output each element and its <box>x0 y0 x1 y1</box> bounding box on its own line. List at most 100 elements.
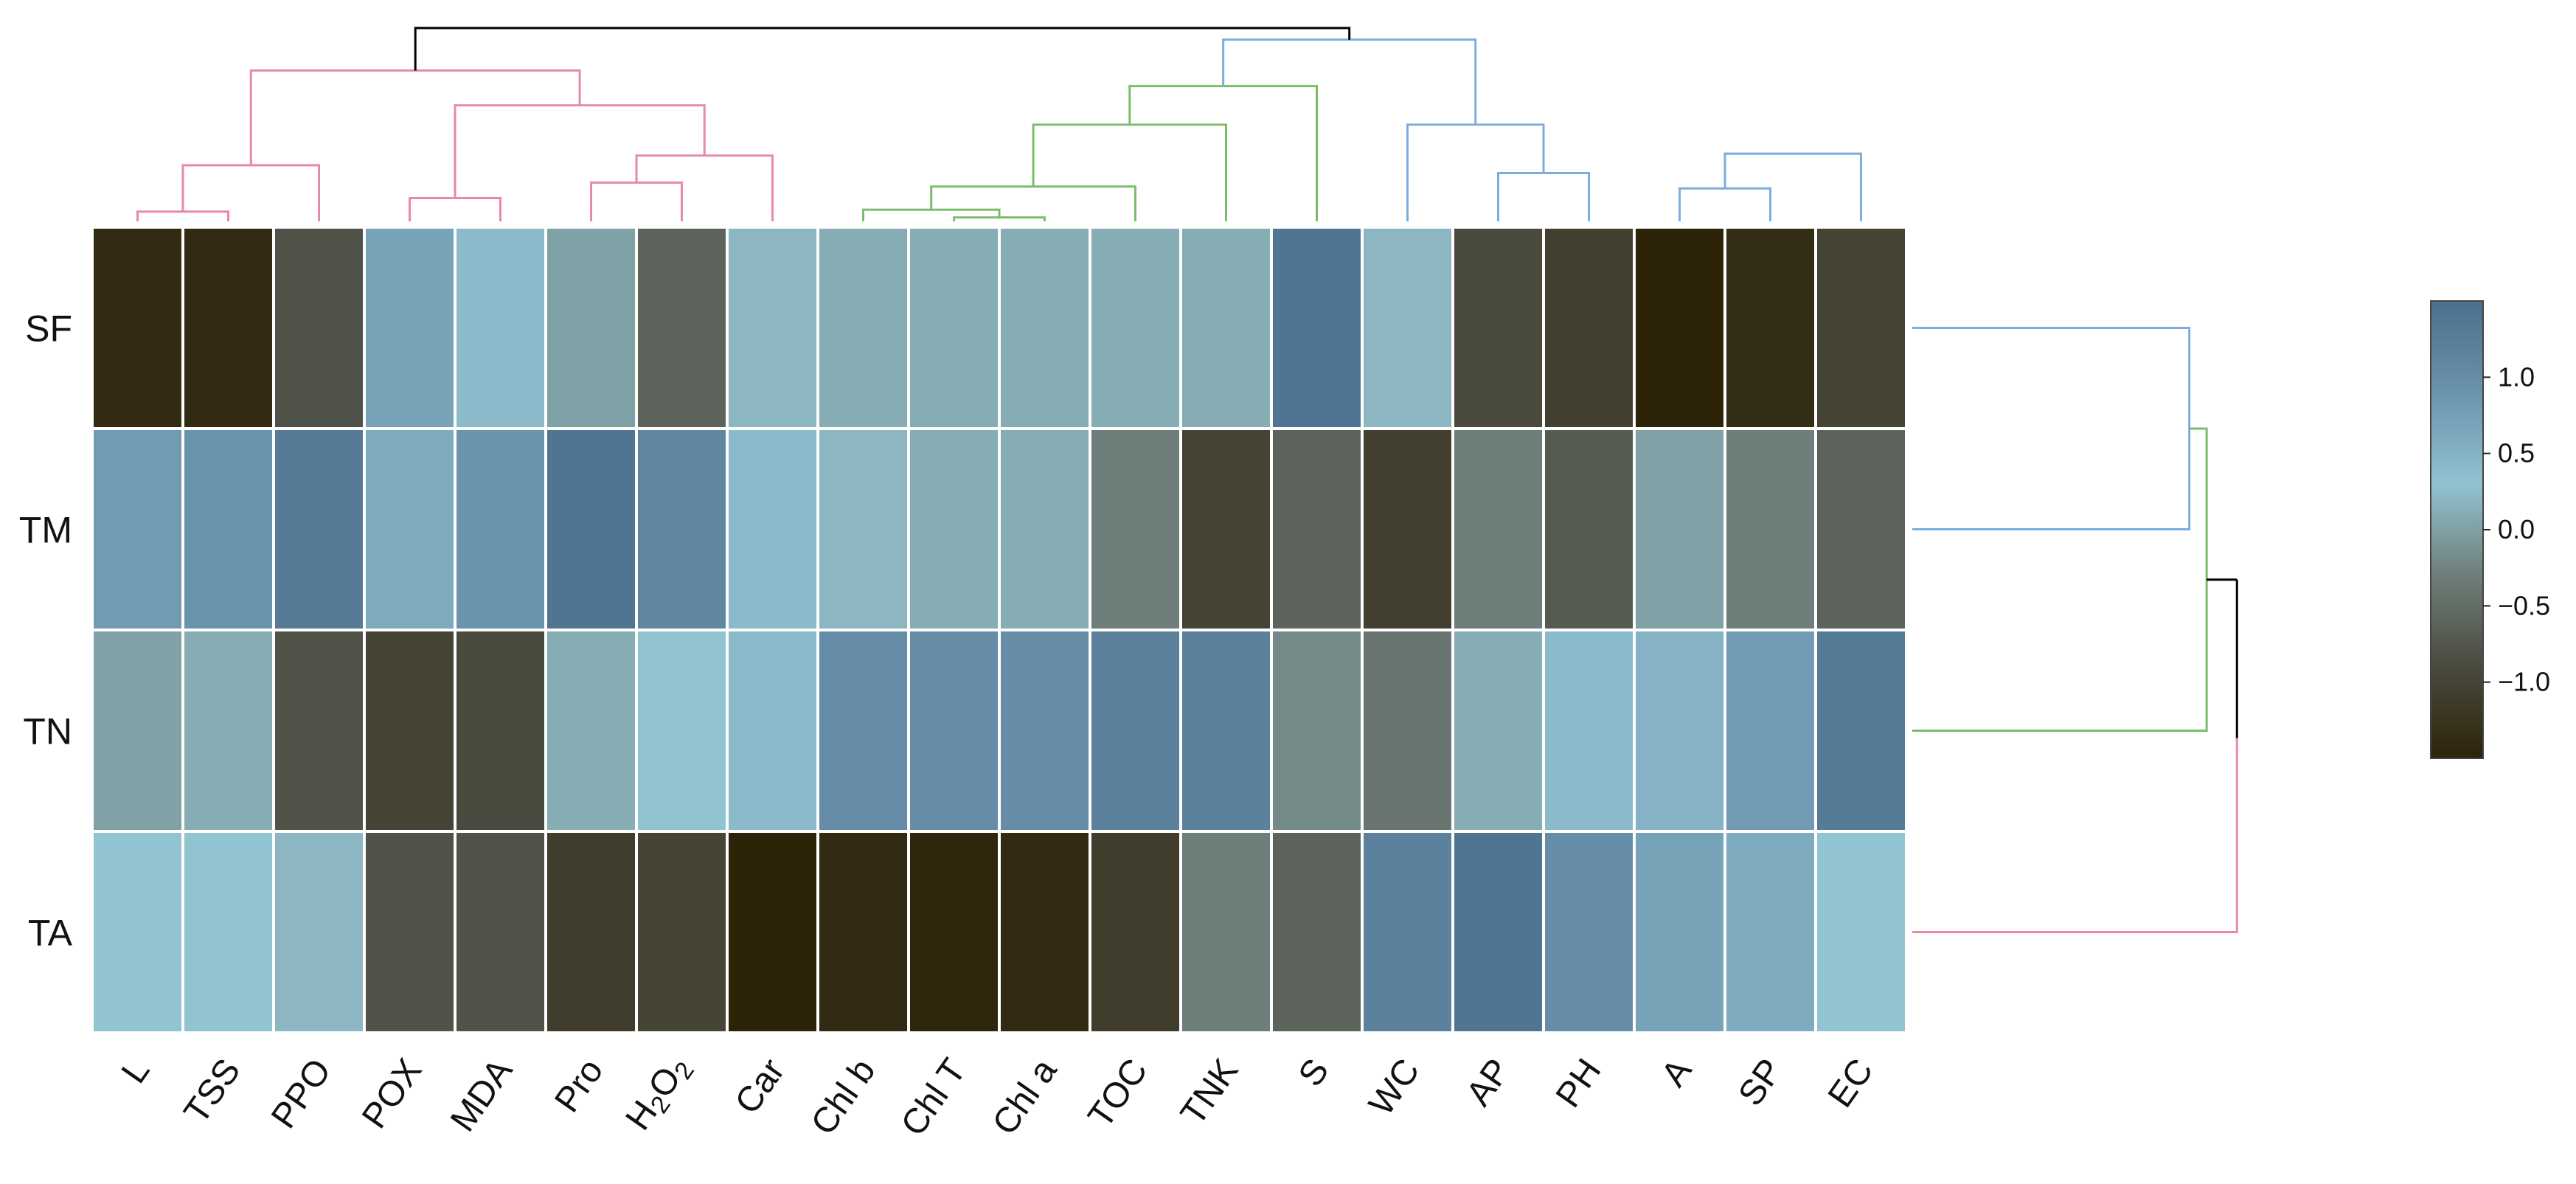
column-dendrogram-link-8 <box>181 164 320 221</box>
column-dendrogram-link-9 <box>635 154 774 221</box>
heatmap-cell-ta-wc <box>1361 830 1454 1034</box>
heatmap-cell-tm-ec <box>1814 427 1908 631</box>
column-label-ec: EC <box>1821 1052 1881 1115</box>
column-dendrogram-link-15 <box>1128 85 1318 221</box>
heatmap-cell-tm-mda <box>454 427 547 631</box>
heatmap-grid <box>91 226 1908 1034</box>
heatmap-cell-tm-h2o2 <box>635 427 729 631</box>
column-label-wc: WC <box>1361 1052 1427 1123</box>
column-label-h2o2: H2O2 <box>619 1048 701 1139</box>
row-dendrogram-link-2 <box>1912 427 2208 732</box>
column-dendrogram-link-5 <box>862 208 1001 221</box>
heatmap-cell-tn-h2o2 <box>635 629 729 833</box>
column-label-s: S <box>1291 1052 1337 1094</box>
column-dendrogram-link-12 <box>454 104 706 198</box>
heatmap-cell-tn-ppo <box>272 629 366 833</box>
heatmap-cell-ta-pro <box>544 830 638 1034</box>
heatmap-cell-ta-tss <box>181 830 275 1034</box>
row-labels: SF TM TN TA <box>19 308 73 954</box>
heatmap-cell-tm-ppo <box>272 427 366 631</box>
heatmap-cell-tn-wc <box>1361 629 1454 833</box>
column-label-chl-a: Chl a <box>985 1052 1065 1142</box>
colorbar-tick-label: 0.5 <box>2498 438 2535 468</box>
heatmap-cell-ta-ap <box>1451 830 1545 1034</box>
column-label-tnk: TNK <box>1173 1052 1246 1132</box>
row-label-ta: TA <box>28 913 73 954</box>
heatmap-cell-tm-pox <box>363 427 456 631</box>
heatmap-cell-sf-l <box>91 226 184 430</box>
column-dendrogram-link-7 <box>1497 172 1590 221</box>
column-labels: L TSS PPO POX MDA Pro H2O2 Car Chl b Chl T Chl a TO… <box>114 1048 1881 1143</box>
heatmap-cell-tm-wc <box>1361 427 1454 631</box>
heatmap-cell-sf-h2o2 <box>635 226 729 430</box>
heatmap-cell-sf-s <box>1270 226 1364 430</box>
heatmap-cell-tm-toc <box>1089 427 1182 631</box>
column-dendrogram-link-4 <box>953 216 1046 221</box>
heatmap-cell-tm-pro <box>544 427 638 631</box>
heatmap-cell-sf-pox <box>363 226 456 430</box>
column-label-ap: AP <box>1459 1052 1518 1113</box>
heatmap-cell-ta-h2o2 <box>635 830 729 1034</box>
heatmap-cell-tn-tss <box>181 629 275 833</box>
column-label-car: Car <box>728 1052 793 1121</box>
row-label-tn: TN <box>23 711 72 752</box>
heatmap-cell-sf-tss <box>181 226 275 430</box>
colorbar: 1.0 0.5 0.0 −0.5 −1.0 <box>2430 300 2550 759</box>
column-dendrogram-link-14 <box>1032 123 1227 221</box>
colorbar-tick-label: −1.0 <box>2498 667 2550 697</box>
column-dendrogram <box>136 27 1862 221</box>
heatmap-cell-ta-mda <box>454 830 547 1034</box>
heatmap-cell-tn-chl-b <box>816 629 910 833</box>
heatmap-cell-tn-pox <box>363 629 456 833</box>
heatmap-cell-sf-a <box>1633 226 1726 430</box>
column-label-chl-b: Chl b <box>804 1052 883 1142</box>
heatmap-cell-tm-sp <box>1723 427 1817 631</box>
column-label-l: L <box>114 1052 158 1090</box>
heatmap-cell-sf-mda <box>454 226 547 430</box>
heatmap-cell-sf-ap <box>1451 226 1545 430</box>
heatmap-cell-ta-a <box>1633 830 1726 1034</box>
heatmap-cell-tm-chl-t <box>907 427 1001 631</box>
heatmap-cell-ta-s <box>1270 830 1364 1034</box>
row-dendrogram-link-1 <box>1912 327 2191 530</box>
column-dendrogram-link-1 <box>136 210 229 221</box>
column-dendrogram-link-6 <box>1678 187 1771 221</box>
column-label-chl-t: Chl T <box>894 1052 974 1143</box>
column-label-a: A <box>1654 1052 1700 1094</box>
heatmap-cell-tn-ec <box>1814 629 1908 833</box>
heatmap-cell-tn-tnk <box>1179 629 1273 833</box>
column-label-sp: SP <box>1731 1052 1790 1113</box>
heatmap-cell-tn-s <box>1270 629 1364 833</box>
heatmap-cell-sf-pro <box>544 226 638 430</box>
heatmap-cell-tm-ap <box>1451 427 1545 631</box>
heatmap-cell-ta-chl-b <box>816 830 910 1034</box>
heatmap-cell-tn-pro <box>544 629 638 833</box>
heatmap-cell-ta-ec <box>1814 830 1908 1034</box>
heatmap-cell-tm-ph <box>1542 427 1636 631</box>
column-label-tss: TSS <box>177 1052 249 1131</box>
heatmap-cell-sf-wc <box>1361 226 1454 430</box>
heatmap-cell-ta-pox <box>363 830 456 1034</box>
heatmap-cell-sf-car <box>726 226 819 430</box>
column-label-ph: PH <box>1549 1052 1609 1115</box>
heatmap-cell-tm-s <box>1270 427 1364 631</box>
column-dendrogram-link-2 <box>409 197 501 221</box>
heatmap-cell-tm-tss <box>181 427 275 631</box>
heatmap-cell-tn-car <box>726 629 819 833</box>
column-dendrogram-link-18 <box>414 27 1351 71</box>
heatmap-cell-sf-tnk <box>1179 226 1273 430</box>
heatmap-cell-sf-sp <box>1723 226 1817 430</box>
heatmap-cell-tm-car <box>726 427 819 631</box>
heatmap-cell-tn-ph <box>1542 629 1636 833</box>
heatmap-cell-tn-ap <box>1451 629 1545 833</box>
heatmap-cell-tn-sp <box>1723 629 1817 833</box>
heatmap-cell-sf-ppo <box>272 226 366 430</box>
column-label-ppo: PPO <box>264 1052 339 1135</box>
colorbar-tick-label: 1.0 <box>2498 361 2535 392</box>
heatmap-cell-sf-toc <box>1089 226 1182 430</box>
column-dendrogram-link-10 <box>930 185 1136 221</box>
heatmap-cell-tm-l <box>91 427 184 631</box>
heatmap-cell-ta-car <box>726 830 819 1034</box>
heatmap-cell-ta-tnk <box>1179 830 1273 1034</box>
heatmap-cell-tn-chl-a <box>998 629 1091 833</box>
